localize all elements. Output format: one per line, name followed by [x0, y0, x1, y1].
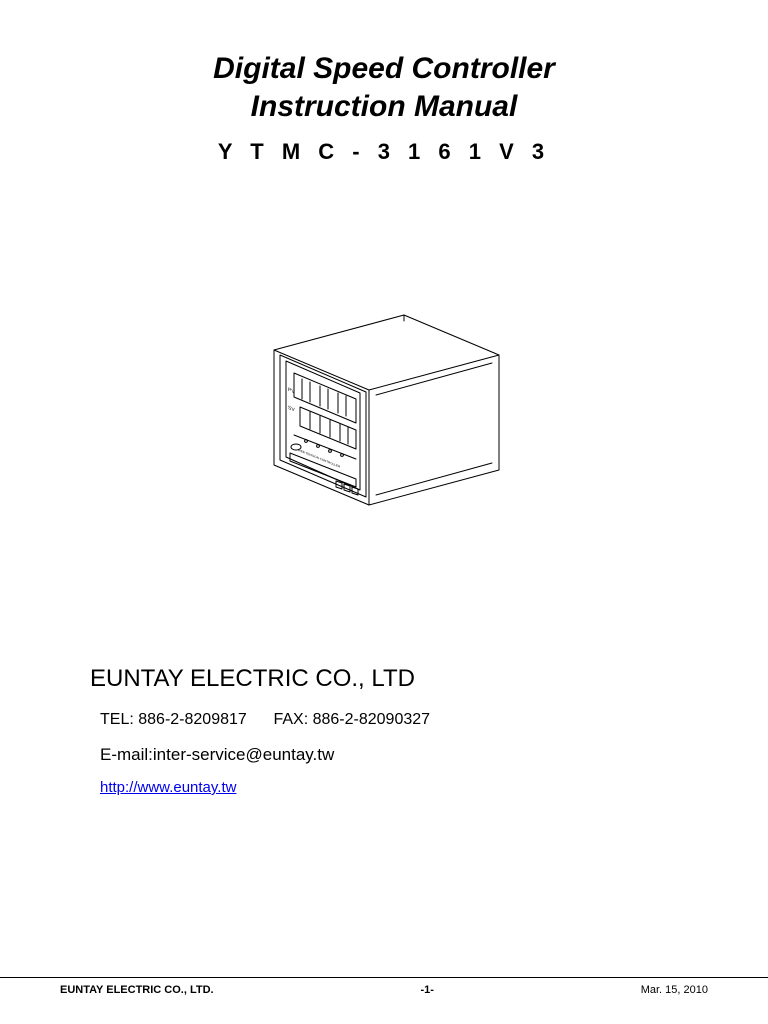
footer-date: Mar. 15, 2010: [641, 984, 708, 996]
fax-label: FAX:: [273, 711, 308, 728]
fax-value: 886-2-82090327: [313, 711, 430, 728]
title-block: Digital Speed Controller Instruction Man…: [70, 50, 698, 165]
company-block: EUNTAY ELECTRIC CO., LTD TEL: 886-2-8209…: [90, 665, 698, 796]
title-line-2: Instruction Manual: [70, 88, 698, 126]
company-name: EUNTAY ELECTRIC CO., LTD: [90, 665, 698, 693]
email-value: inter-service@euntay.tw: [153, 745, 334, 764]
email-label: E-mail:: [100, 745, 153, 764]
tel-value: 886-2-8209817: [138, 711, 247, 728]
model-number: Y T M C - 3 1 6 1 V 3: [70, 139, 698, 165]
device-diagram: PV SV WEB TENSION CONTROLLER: [70, 295, 698, 515]
footer-company: EUNTAY ELECTRIC CO., LTD.: [60, 984, 214, 996]
contact-line: TEL: 886-2-8209817 FAX: 886-2-82090327: [100, 711, 698, 729]
footer-page: -1-: [420, 984, 433, 996]
url-line: http://www.euntay.tw: [100, 779, 698, 796]
company-url-link[interactable]: http://www.euntay.tw: [100, 779, 236, 796]
controller-isometric-icon: PV SV WEB TENSION CONTROLLER: [244, 295, 524, 515]
footer: EUNTAY ELECTRIC CO., LTD. -1- Mar. 15, 2…: [0, 977, 768, 996]
sv-label: SV: [288, 405, 295, 414]
email-line: E-mail:inter-service@euntay.tw: [100, 745, 698, 765]
tel-label: TEL:: [100, 711, 134, 728]
title-line-1: Digital Speed Controller: [70, 50, 698, 88]
